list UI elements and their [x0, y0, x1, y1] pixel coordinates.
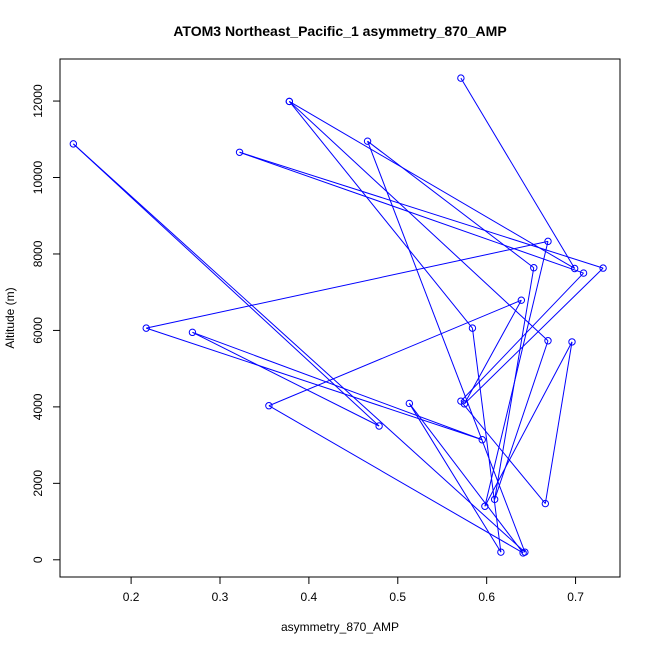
- series-segment: [460, 77, 576, 269]
- data-point: [363, 137, 372, 145]
- series-segment: [192, 331, 483, 441]
- series-segment: [484, 341, 573, 507]
- y-tick-label: 10000: [31, 161, 45, 195]
- y-tick-label: 8000: [31, 240, 45, 267]
- series-segment: [367, 141, 526, 553]
- series-lines: [72, 77, 604, 554]
- series-segment: [146, 240, 549, 329]
- data-point: [235, 148, 244, 156]
- data-point: [530, 264, 538, 272]
- series-segment: [464, 299, 522, 405]
- series-segment: [367, 140, 535, 269]
- y-tick-label: 12000: [31, 84, 45, 118]
- data-point: [265, 402, 273, 410]
- series-segment: [494, 340, 549, 500]
- data-point: [544, 337, 552, 345]
- data-point: [142, 324, 150, 332]
- data-point: [579, 269, 588, 277]
- series-segment: [268, 405, 524, 554]
- data-point: [69, 140, 78, 148]
- series-segment: [289, 101, 575, 269]
- x-axis-label: asymmetry_870_AMP: [281, 620, 399, 634]
- data-point: [568, 338, 576, 346]
- series-segment: [268, 299, 522, 407]
- x-tick-label: 0.5: [389, 590, 406, 604]
- data-point: [570, 264, 579, 273]
- series-segment: [464, 267, 604, 405]
- data-point: [478, 436, 486, 444]
- chart-title: ATOM3 Northeast_Pacific_1 asymmetry_870_…: [173, 23, 506, 39]
- y-tick-label: 0: [31, 556, 45, 563]
- series-points: [69, 74, 607, 557]
- data-point: [481, 502, 489, 510]
- data-point: [599, 264, 607, 272]
- x-tick-label: 0.7: [567, 590, 584, 604]
- data-point: [541, 499, 550, 508]
- series-segment: [239, 151, 584, 274]
- data-point: [497, 548, 505, 556]
- series-segment: [288, 101, 473, 329]
- y-tick-label: 4000: [31, 393, 45, 420]
- series-segment: [408, 403, 524, 554]
- x-tick-label: 0.4: [301, 590, 318, 604]
- data-point: [375, 422, 383, 430]
- series-segment: [471, 328, 502, 553]
- series-segment: [484, 241, 549, 507]
- x-axis: 0.2 0.3 0.4 0.5 0.6 0.7: [123, 577, 584, 604]
- data-point: [188, 328, 197, 337]
- series-segment: [460, 400, 546, 504]
- data-point: [460, 400, 469, 408]
- data-point: [405, 399, 414, 408]
- data-point: [544, 237, 552, 246]
- data-point: [517, 296, 526, 304]
- data-point: [468, 324, 477, 332]
- series-segment: [192, 331, 380, 427]
- plot-frame: [59, 58, 621, 578]
- y-tick-label: 6000: [31, 317, 45, 344]
- x-tick-label: 0.2: [123, 590, 140, 604]
- series-segment: [72, 143, 526, 553]
- series-segment: [544, 341, 573, 504]
- series-segment: [72, 143, 380, 427]
- y-axis-label: Altitude (m): [3, 287, 17, 348]
- data-point: [457, 74, 465, 82]
- series-segment: [408, 403, 502, 553]
- y-tick-label: 2000: [31, 470, 45, 497]
- series-segment: [146, 327, 483, 441]
- data-point: [490, 495, 499, 504]
- data-point: [519, 549, 527, 557]
- series-segment: [460, 272, 584, 402]
- x-tick-label: 0.3: [212, 590, 229, 604]
- data-point: [285, 97, 294, 106]
- series-segment: [288, 101, 549, 342]
- series-segment: [239, 151, 604, 269]
- x-tick-label: 0.6: [478, 590, 495, 604]
- y-axis: 0 2000 4000 6000 8000 10000 12000: [31, 84, 60, 563]
